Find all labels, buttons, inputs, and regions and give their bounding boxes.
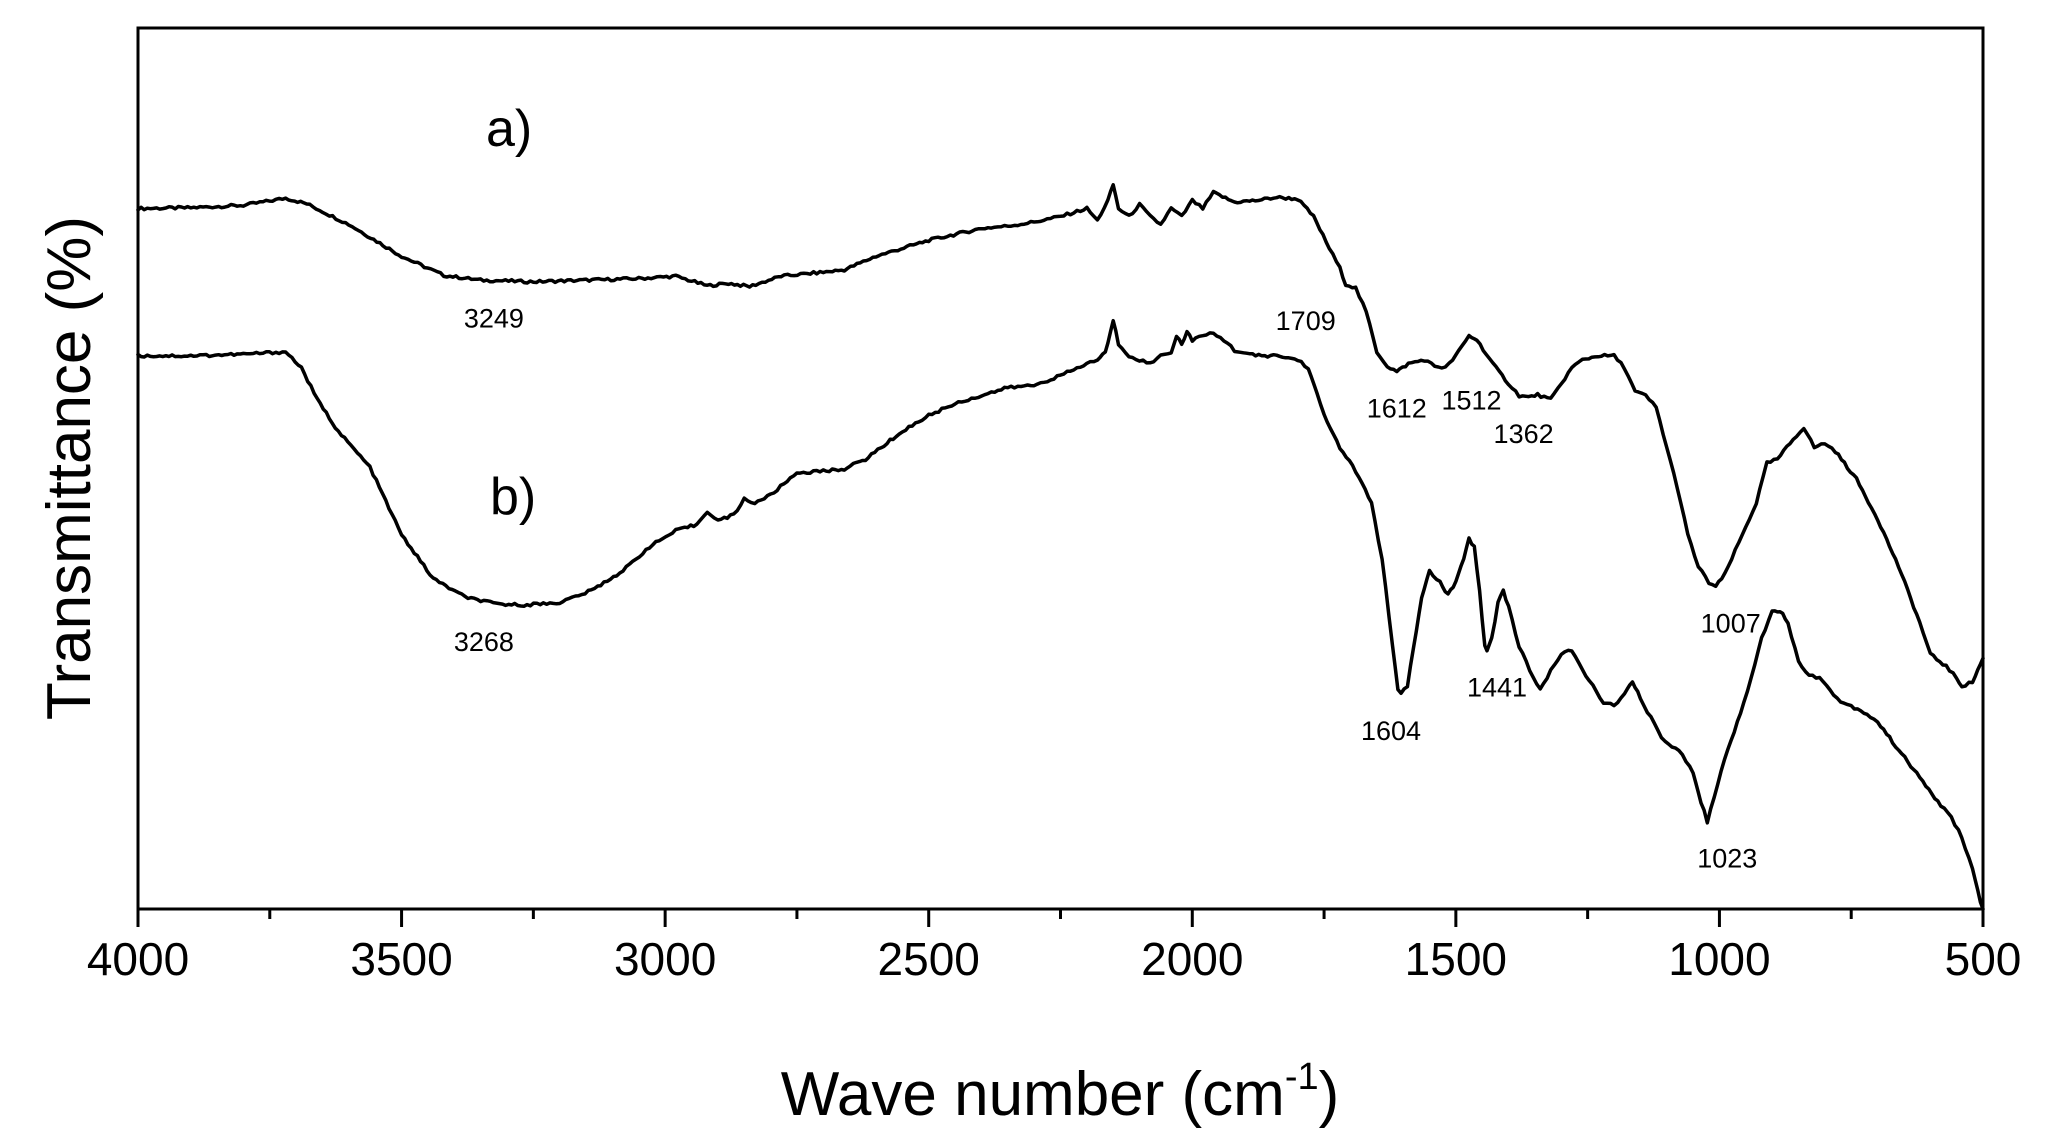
plot-area: 4000 3500 3000 2500 2000 1500 1000 500 3249 1709… — [87, 26, 2022, 985]
series-label-a: a) — [486, 100, 532, 158]
x-axis-tick-labels: 4000 3500 3000 2500 2000 1500 1000 500 — [87, 933, 2022, 985]
peak-label: 1007 — [1701, 609, 1761, 639]
x-axis-title-text: Wave number (cm — [781, 1060, 1285, 1129]
x-tick-label: 4000 — [87, 933, 189, 985]
series-label-b: b) — [490, 468, 536, 526]
peak-label: 3268 — [454, 627, 514, 657]
peak-label: 1441 — [1467, 672, 1527, 702]
x-tick-label: 1500 — [1405, 933, 1507, 985]
x-axis-title-superscript: -1 — [1285, 1056, 1319, 1098]
series-group — [136, 183, 1985, 911]
plot-frame — [136, 26, 1985, 911]
x-axis-title: Wave number (cm-1) — [781, 1056, 1340, 1129]
x-tick-label: 3000 — [614, 933, 716, 985]
x-tick-label: 2500 — [878, 933, 980, 985]
series-line-a — [136, 183, 1985, 689]
x-axis-title-close: ) — [1319, 1060, 1340, 1129]
peak-label: 1362 — [1494, 419, 1554, 449]
peak-label: 1604 — [1361, 716, 1421, 746]
x-axis-ticks — [136, 909, 1985, 927]
peak-label: 1512 — [1441, 386, 1501, 416]
y-axis-title: Transmittance (%) — [35, 216, 104, 720]
series-line-b — [136, 318, 1985, 911]
x-tick-label: 3500 — [350, 933, 452, 985]
peak-label: 1023 — [1697, 843, 1757, 873]
peak-label: 1709 — [1276, 306, 1336, 336]
x-tick-label: 1000 — [1668, 933, 1770, 985]
x-tick-label: 500 — [1945, 933, 2022, 985]
peak-label: 3249 — [464, 304, 524, 334]
peak-label: 1612 — [1367, 394, 1427, 424]
x-tick-label: 2000 — [1141, 933, 1243, 985]
